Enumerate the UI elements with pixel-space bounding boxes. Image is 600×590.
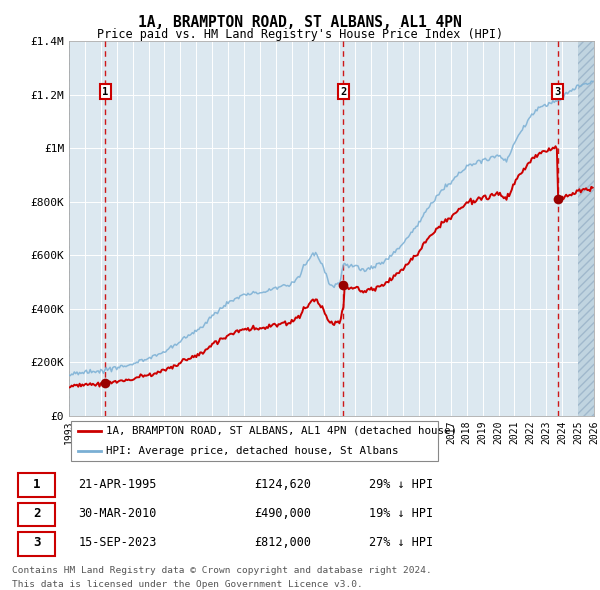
Text: 1: 1 <box>33 478 41 491</box>
Text: £490,000: £490,000 <box>254 507 311 520</box>
Text: Price paid vs. HM Land Registry's House Price Index (HPI): Price paid vs. HM Land Registry's House … <box>97 28 503 41</box>
Text: £812,000: £812,000 <box>254 536 311 549</box>
Text: 15-SEP-2023: 15-SEP-2023 <box>78 536 157 549</box>
Text: 21-APR-1995: 21-APR-1995 <box>78 478 157 491</box>
FancyBboxPatch shape <box>18 503 55 526</box>
FancyBboxPatch shape <box>18 532 55 556</box>
FancyBboxPatch shape <box>71 421 439 461</box>
Text: 1A, BRAMPTON ROAD, ST ALBANS, AL1 4PN: 1A, BRAMPTON ROAD, ST ALBANS, AL1 4PN <box>138 15 462 30</box>
Text: 3: 3 <box>554 87 560 97</box>
Text: HPI: Average price, detached house, St Albans: HPI: Average price, detached house, St A… <box>106 446 398 455</box>
Text: £124,620: £124,620 <box>254 478 311 491</box>
Text: 30-MAR-2010: 30-MAR-2010 <box>78 507 157 520</box>
Text: Contains HM Land Registry data © Crown copyright and database right 2024.: Contains HM Land Registry data © Crown c… <box>12 566 432 575</box>
Bar <box>578 41 594 416</box>
Text: 2: 2 <box>340 87 347 97</box>
Bar <box>69 41 70 416</box>
Text: 2: 2 <box>33 507 41 520</box>
Text: This data is licensed under the Open Government Licence v3.0.: This data is licensed under the Open Gov… <box>12 579 363 589</box>
Text: 29% ↓ HPI: 29% ↓ HPI <box>369 478 433 491</box>
Text: 19% ↓ HPI: 19% ↓ HPI <box>369 507 433 520</box>
Text: 1A, BRAMPTON ROAD, ST ALBANS, AL1 4PN (detached house): 1A, BRAMPTON ROAD, ST ALBANS, AL1 4PN (d… <box>106 426 457 436</box>
Text: 27% ↓ HPI: 27% ↓ HPI <box>369 536 433 549</box>
FancyBboxPatch shape <box>18 473 55 497</box>
Text: 3: 3 <box>33 536 41 549</box>
Text: 1: 1 <box>103 87 109 97</box>
